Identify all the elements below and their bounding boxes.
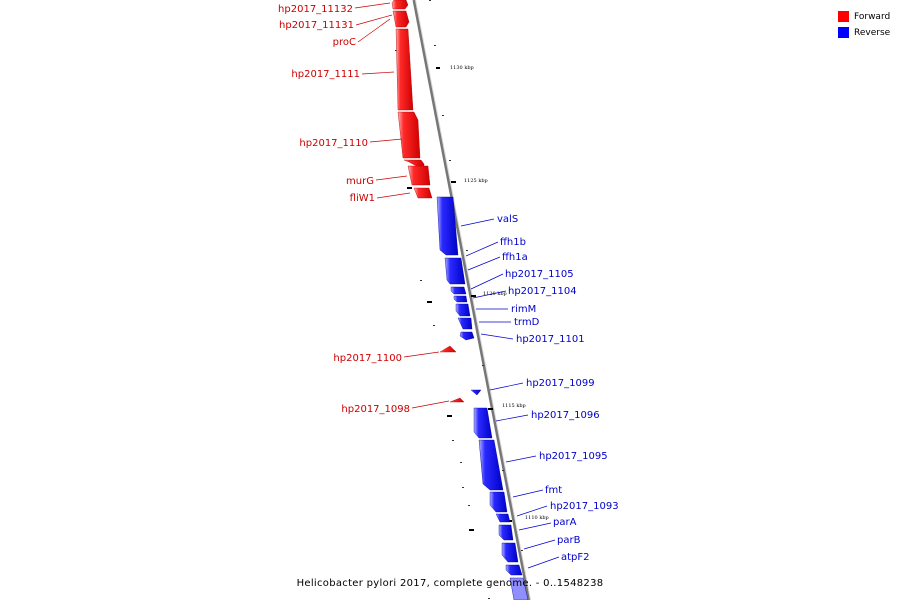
gene-label-hp2017-1099[interactable]: hp2017_1099: [526, 378, 595, 389]
gene-label-atpf2[interactable]: atpF2: [561, 552, 590, 563]
gene-label-hp2017-1095[interactable]: hp2017_1095: [539, 451, 608, 462]
gene-label-ffh1a[interactable]: ffh1a: [502, 252, 528, 263]
gene-label-para[interactable]: parA: [553, 517, 577, 528]
gene-block-hp2017-11132[interactable]: [391, 0, 409, 10]
gene-label-hp2017-1098[interactable]: hp2017_1098: [341, 404, 410, 415]
gene-label-hp2017-1093[interactable]: hp2017_1093: [550, 501, 619, 512]
genome-caption: Helicobacter pylori 2017, complete genom…: [296, 578, 604, 589]
gene-block-para[interactable]: [498, 524, 514, 541]
gene-block-hp2017-1098[interactable]: [449, 397, 465, 403]
gene-block-murg[interactable]: [407, 165, 431, 186]
legend-item-reverse[interactable]: Reverse: [838, 25, 898, 40]
gene-label-vals[interactable]: valS: [497, 214, 518, 225]
forward-gene-blocks: [391, 0, 465, 403]
gene-block-rimm[interactable]: [455, 303, 471, 317]
gene-label-rimm[interactable]: rimM: [511, 304, 536, 315]
gene-block-hp2017-1096[interactable]: [473, 407, 493, 439]
gene-block-vals[interactable]: [436, 196, 459, 256]
genome-backbone: [412, 0, 531, 600]
gene-block-hp2017-1104[interactable]: [453, 295, 468, 303]
gene-block-hp2017-1101[interactable]: [459, 331, 475, 341]
gene-label-hp2017-11132[interactable]: hp2017_11132: [278, 4, 353, 15]
gene-label-hp2017-11131[interactable]: hp2017_11131: [279, 20, 354, 31]
gene-block-next: [509, 577, 529, 600]
gene-block-hp2017-1111[interactable]: [397, 111, 421, 159]
gene-label-hp2017-1110[interactable]: hp2017_1110: [299, 138, 368, 149]
reverse-callouts: [460, 218, 560, 569]
forward-swatch-icon: [838, 11, 849, 22]
gene-block-parb[interactable]: [501, 542, 519, 563]
genome-backbone-highlight: [415, 0, 531, 600]
scale-label-1120: 1120 kbp: [483, 291, 507, 297]
gene-block-hp2017-1093[interactable]: [495, 513, 511, 523]
gene-label-hp2017-1105[interactable]: hp2017_1105: [505, 269, 574, 280]
gene-block-atpf2[interactable]: [505, 564, 523, 576]
gene-block-fmt[interactable]: [489, 491, 508, 513]
gene-block-ffh1[interactable]: [444, 257, 466, 285]
legend-label-forward: Forward: [854, 11, 891, 22]
gene-label-hp2017-1100[interactable]: hp2017_1100: [333, 353, 402, 364]
scale-label-1110: 1110 kbp: [525, 515, 549, 521]
gene-label-proc[interactable]: proC: [333, 37, 356, 48]
scale-label-1125: 1125 kbp: [464, 178, 488, 184]
reverse-swatch-icon: [838, 27, 849, 38]
gene-label-hp2017-1104[interactable]: hp2017_1104: [508, 286, 577, 297]
scale-label-1115: 1115 kbp: [502, 403, 526, 409]
reverse-gene-blocks: [436, 196, 529, 600]
gene-block-fliw1[interactable]: [413, 187, 433, 199]
gene-label-murg[interactable]: murG: [346, 176, 374, 187]
gene-label-fliw1[interactable]: fliW1: [350, 193, 375, 204]
legend-label-reverse: Reverse: [854, 27, 891, 38]
gene-label-hp2017-1096[interactable]: hp2017_1096: [531, 410, 600, 421]
forward-callouts: [354, 2, 450, 409]
gene-block-hp2017-1099[interactable]: [470, 389, 482, 396]
gene-block-hp2017-1105[interactable]: [450, 286, 467, 295]
gene-block-proc[interactable]: [395, 28, 414, 111]
gene-label-fmt[interactable]: fmt: [545, 485, 562, 496]
gene-label-trmd[interactable]: trmD: [514, 317, 540, 328]
gene-block-hp2017-1095[interactable]: [478, 439, 504, 491]
gene-label-parb[interactable]: parB: [557, 535, 581, 546]
gene-label-hp2017-1111[interactable]: hp2017_1111: [291, 69, 360, 80]
scale-label-1130: 1130 kbp: [450, 65, 474, 71]
gene-label-hp2017-1101[interactable]: hp2017_1101: [516, 334, 585, 345]
gene-block-hp2017-11131[interactable]: [392, 10, 410, 28]
legend-item-forward[interactable]: Forward: [838, 9, 898, 24]
gene-label-ffh1b[interactable]: ffh1b: [500, 237, 526, 248]
gene-block-hp2017-1100[interactable]: [439, 345, 457, 353]
gene-block-trmd[interactable]: [457, 317, 473, 330]
legend: Forward Reverse: [838, 9, 898, 41]
